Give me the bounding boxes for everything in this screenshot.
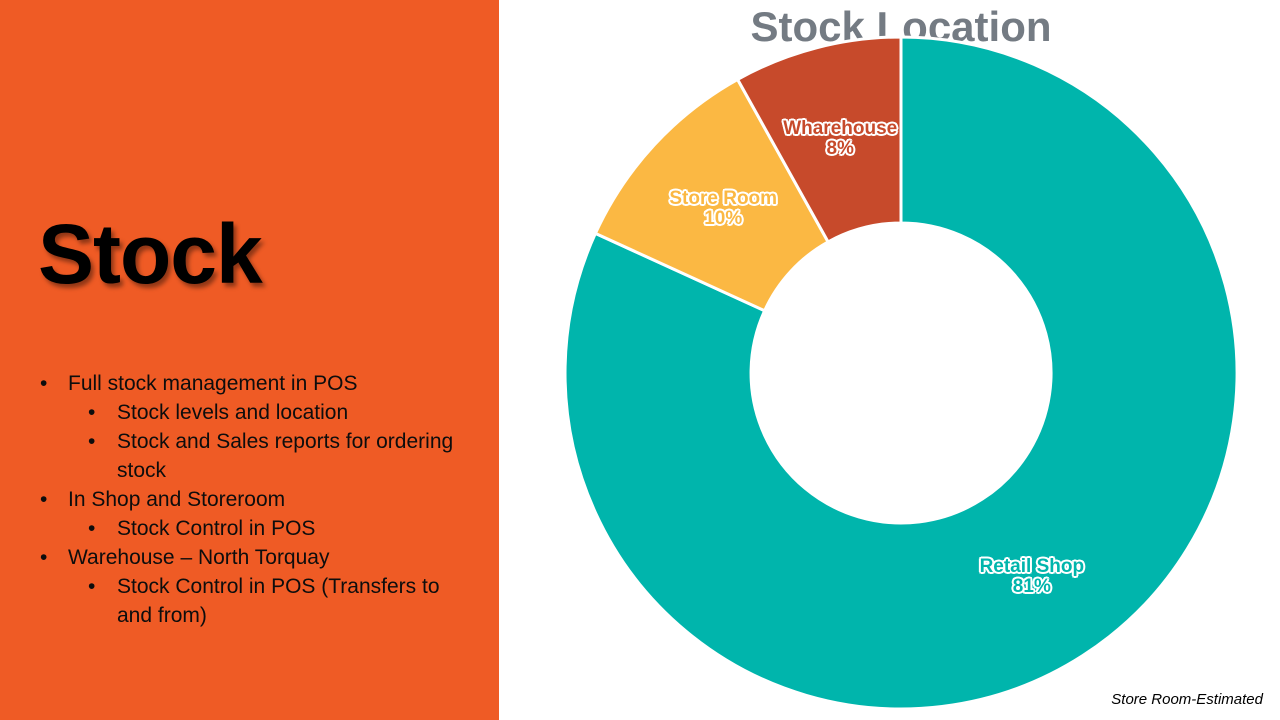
bullet-marker: • <box>88 430 96 453</box>
bullet-list: • Full stock management in POS • Stock leve… <box>40 369 474 630</box>
slide-title: Stock <box>38 207 263 302</box>
bullet-text: Stock Control in POS <box>117 517 316 540</box>
bullet-text: Stock Control in POS (Transfers to and f… <box>117 575 440 627</box>
left-panel: Stock • Full stock management in POS • Stoc… <box>0 0 499 720</box>
slice-label-name: Retail Shop <box>979 555 1085 577</box>
slice-label-name: Wharehouse <box>783 117 898 139</box>
bullet-marker: • <box>40 372 48 395</box>
bullet-item: • Stock Control in POS <box>88 514 474 543</box>
bullet-text: Full stock management in POS <box>68 372 358 395</box>
slice-label-store-room: Store Room 10% <box>669 187 778 229</box>
slice-label-percent: 81% <box>1012 575 1051 597</box>
donut-chart <box>563 35 1239 711</box>
donut-slice-retail-shop <box>563 35 1239 711</box>
bullet-marker: • <box>88 401 96 424</box>
donut-slice-wharehouse <box>735 35 903 244</box>
slice-label-wharehouse: Wharehouse 8% <box>783 117 898 159</box>
chart-footnote: Store Room-Estimated <box>1111 691 1263 708</box>
bullet-item: • Full stock management in POS <box>40 369 474 398</box>
bullet-marker: • <box>40 488 48 511</box>
bullet-item: • In Shop and Storeroom <box>40 485 474 514</box>
bullet-item: • Stock and Sales reports for ordering st… <box>88 427 474 485</box>
bullet-item: • Stock Control in POS (Transfers to and … <box>88 572 474 630</box>
slice-label-percent: 8% <box>826 137 854 159</box>
bullet-marker: • <box>88 575 96 598</box>
stock-location-chart: Stock Location Retail Shop 81% Store Room 1… <box>500 0 1280 720</box>
bullet-marker: • <box>40 546 48 569</box>
slice-label-name: Store Room <box>669 187 778 209</box>
bullet-text: Stock levels and location <box>117 401 349 424</box>
bullet-marker: • <box>88 517 96 540</box>
slice-label-percent: 10% <box>704 207 743 229</box>
bullet-text: Stock and Sales reports for ordering sto… <box>117 430 454 482</box>
bullet-text: Warehouse – North Torquay <box>68 546 330 569</box>
bullet-item: • Warehouse – North Torquay <box>40 543 474 572</box>
slice-label-retail-shop: Retail Shop 81% <box>979 555 1085 597</box>
bullet-text: In Shop and Storeroom <box>68 488 286 511</box>
bullet-item: • Stock levels and location <box>88 398 474 427</box>
